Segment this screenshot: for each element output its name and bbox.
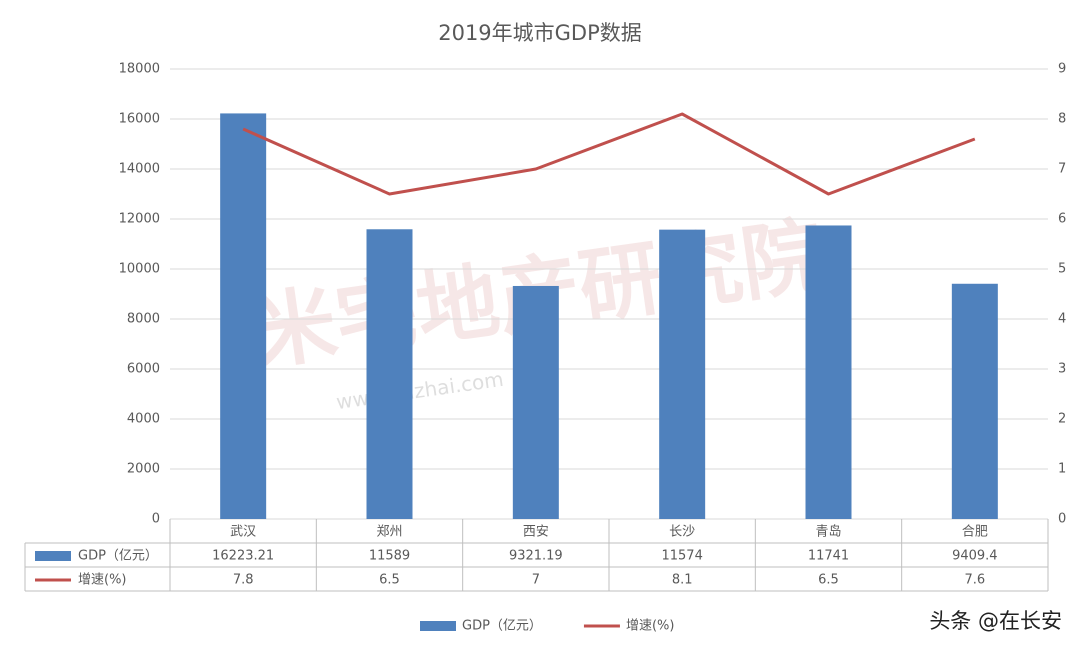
- y2-tick-label: 0: [1058, 512, 1066, 527]
- x-tick-label: 合肥: [962, 525, 988, 540]
- chart-title: 2019年城市GDP数据: [438, 21, 642, 45]
- y2-tick-label: 4: [1058, 312, 1066, 327]
- y-tick-label: 8000: [127, 312, 160, 327]
- y-tick-label: 10000: [119, 262, 160, 277]
- bar: [220, 113, 267, 520]
- x-tick-label: 郑州: [376, 525, 402, 540]
- y-tick-label: 6000: [127, 362, 160, 377]
- bar: [512, 285, 559, 519]
- table-cell: 16223.21: [212, 549, 274, 564]
- bar: [805, 225, 852, 519]
- y-tick-label: 4000: [127, 412, 160, 427]
- legend-label: GDP（亿元）: [462, 619, 542, 634]
- bar: [659, 229, 706, 519]
- y-tick-label: 12000: [119, 212, 160, 227]
- y2-tick-label: 7: [1058, 162, 1066, 177]
- table-cell: 6.5: [379, 573, 400, 588]
- y-tick-label: 2000: [127, 462, 160, 477]
- table-cell: 7: [532, 573, 540, 588]
- table-cell: 7.6: [964, 573, 985, 588]
- table-cell: 9321.19: [509, 549, 563, 564]
- legend-key: [420, 621, 456, 631]
- table-cell: 8.1: [672, 573, 693, 588]
- table-row-label: GDP（亿元）: [78, 549, 158, 564]
- table-cell: 7.8: [233, 573, 254, 588]
- legend-label: 增速(%): [626, 619, 675, 634]
- table-cell: 6.5: [818, 573, 839, 588]
- table-cell: 9409.4: [952, 549, 998, 564]
- x-tick-label: 青岛: [815, 524, 841, 540]
- table-cell: 11574: [661, 549, 702, 564]
- x-tick-label: 西安: [523, 525, 549, 540]
- y2-tick-label: 5: [1058, 262, 1066, 277]
- y2-tick-label: 2: [1058, 412, 1066, 427]
- y-tick-label: 18000: [119, 62, 160, 77]
- y-tick-label: 16000: [119, 112, 160, 127]
- y-tick-label: 0: [152, 512, 160, 527]
- y2-tick-label: 1: [1058, 462, 1066, 477]
- x-tick-label: 长沙: [669, 525, 695, 540]
- credit: 头条 @在长安: [929, 609, 1062, 633]
- y2-tick-label: 9: [1058, 62, 1066, 77]
- y-tick-label: 14000: [119, 162, 160, 177]
- y2-tick-label: 3: [1058, 362, 1066, 377]
- table-cell: 11589: [369, 549, 410, 564]
- bar: [366, 229, 413, 519]
- line-series: [242, 112, 976, 196]
- bar: [951, 283, 998, 519]
- table-cell: 11741: [808, 549, 849, 564]
- x-tick-label: 武汉: [230, 525, 256, 540]
- table-row-label: 增速(%): [78, 573, 127, 588]
- table-key: [35, 551, 71, 561]
- y2-tick-label: 6: [1058, 212, 1066, 227]
- y2-tick-label: 8: [1058, 112, 1066, 127]
